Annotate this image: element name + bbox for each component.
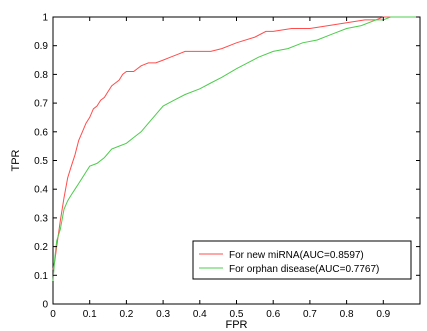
x-tick-label: 0.1 (83, 309, 97, 320)
legend: For new miRNA(AUC=0.8597) For orphan dis… (192, 240, 412, 280)
x-tick-label: 0.8 (340, 309, 354, 320)
y-tick-label: 0.6 (34, 127, 48, 138)
x-tick-label: 0 (50, 309, 56, 320)
y-tick-label: 0.2 (34, 242, 48, 253)
x-tick-label: 0.7 (303, 309, 317, 320)
roc-curve-orphan-disease (52, 16, 420, 282)
x-axis-title: FPR (226, 319, 248, 331)
series-layer (52, 16, 420, 282)
y-tick-label: 0.9 (34, 41, 48, 52)
y-tick-label: 0.8 (34, 70, 48, 81)
legend-box (192, 240, 412, 280)
y-tick-label: 0.4 (34, 185, 48, 196)
axis-ticks: 0 0.1 0.2 0.3 0.4 0.5 0.6 0.7 0.8 0.9 0 0.1 0.2 0.3 0.… (34, 13, 420, 320)
x-tick-label: 0.5 (230, 309, 244, 320)
legend-label-orphan-disease: For orphan disease(AUC=0.7767) (229, 264, 379, 275)
x-tick-label: 0.2 (119, 309, 133, 320)
x-tick-label: 0.3 (156, 309, 170, 320)
y-tick-label: 1 (42, 13, 48, 24)
x-tick-label: 0.4 (193, 309, 207, 320)
roc-curve-new-mirna (52, 16, 420, 270)
y-axis-title: TPR (10, 149, 22, 171)
y-tick-label: 0.5 (34, 156, 48, 167)
y-tick-label: 0.7 (34, 99, 48, 110)
y-tick-label: 0.3 (34, 213, 48, 224)
y-tick-label: 0.1 (34, 271, 48, 282)
legend-label-new-mirna: For new miRNA(AUC=0.8597) (229, 250, 364, 261)
y-tick-label: 0 (42, 300, 48, 311)
x-tick-label: 0.6 (266, 309, 280, 320)
x-tick-label: 0.9 (376, 309, 390, 320)
